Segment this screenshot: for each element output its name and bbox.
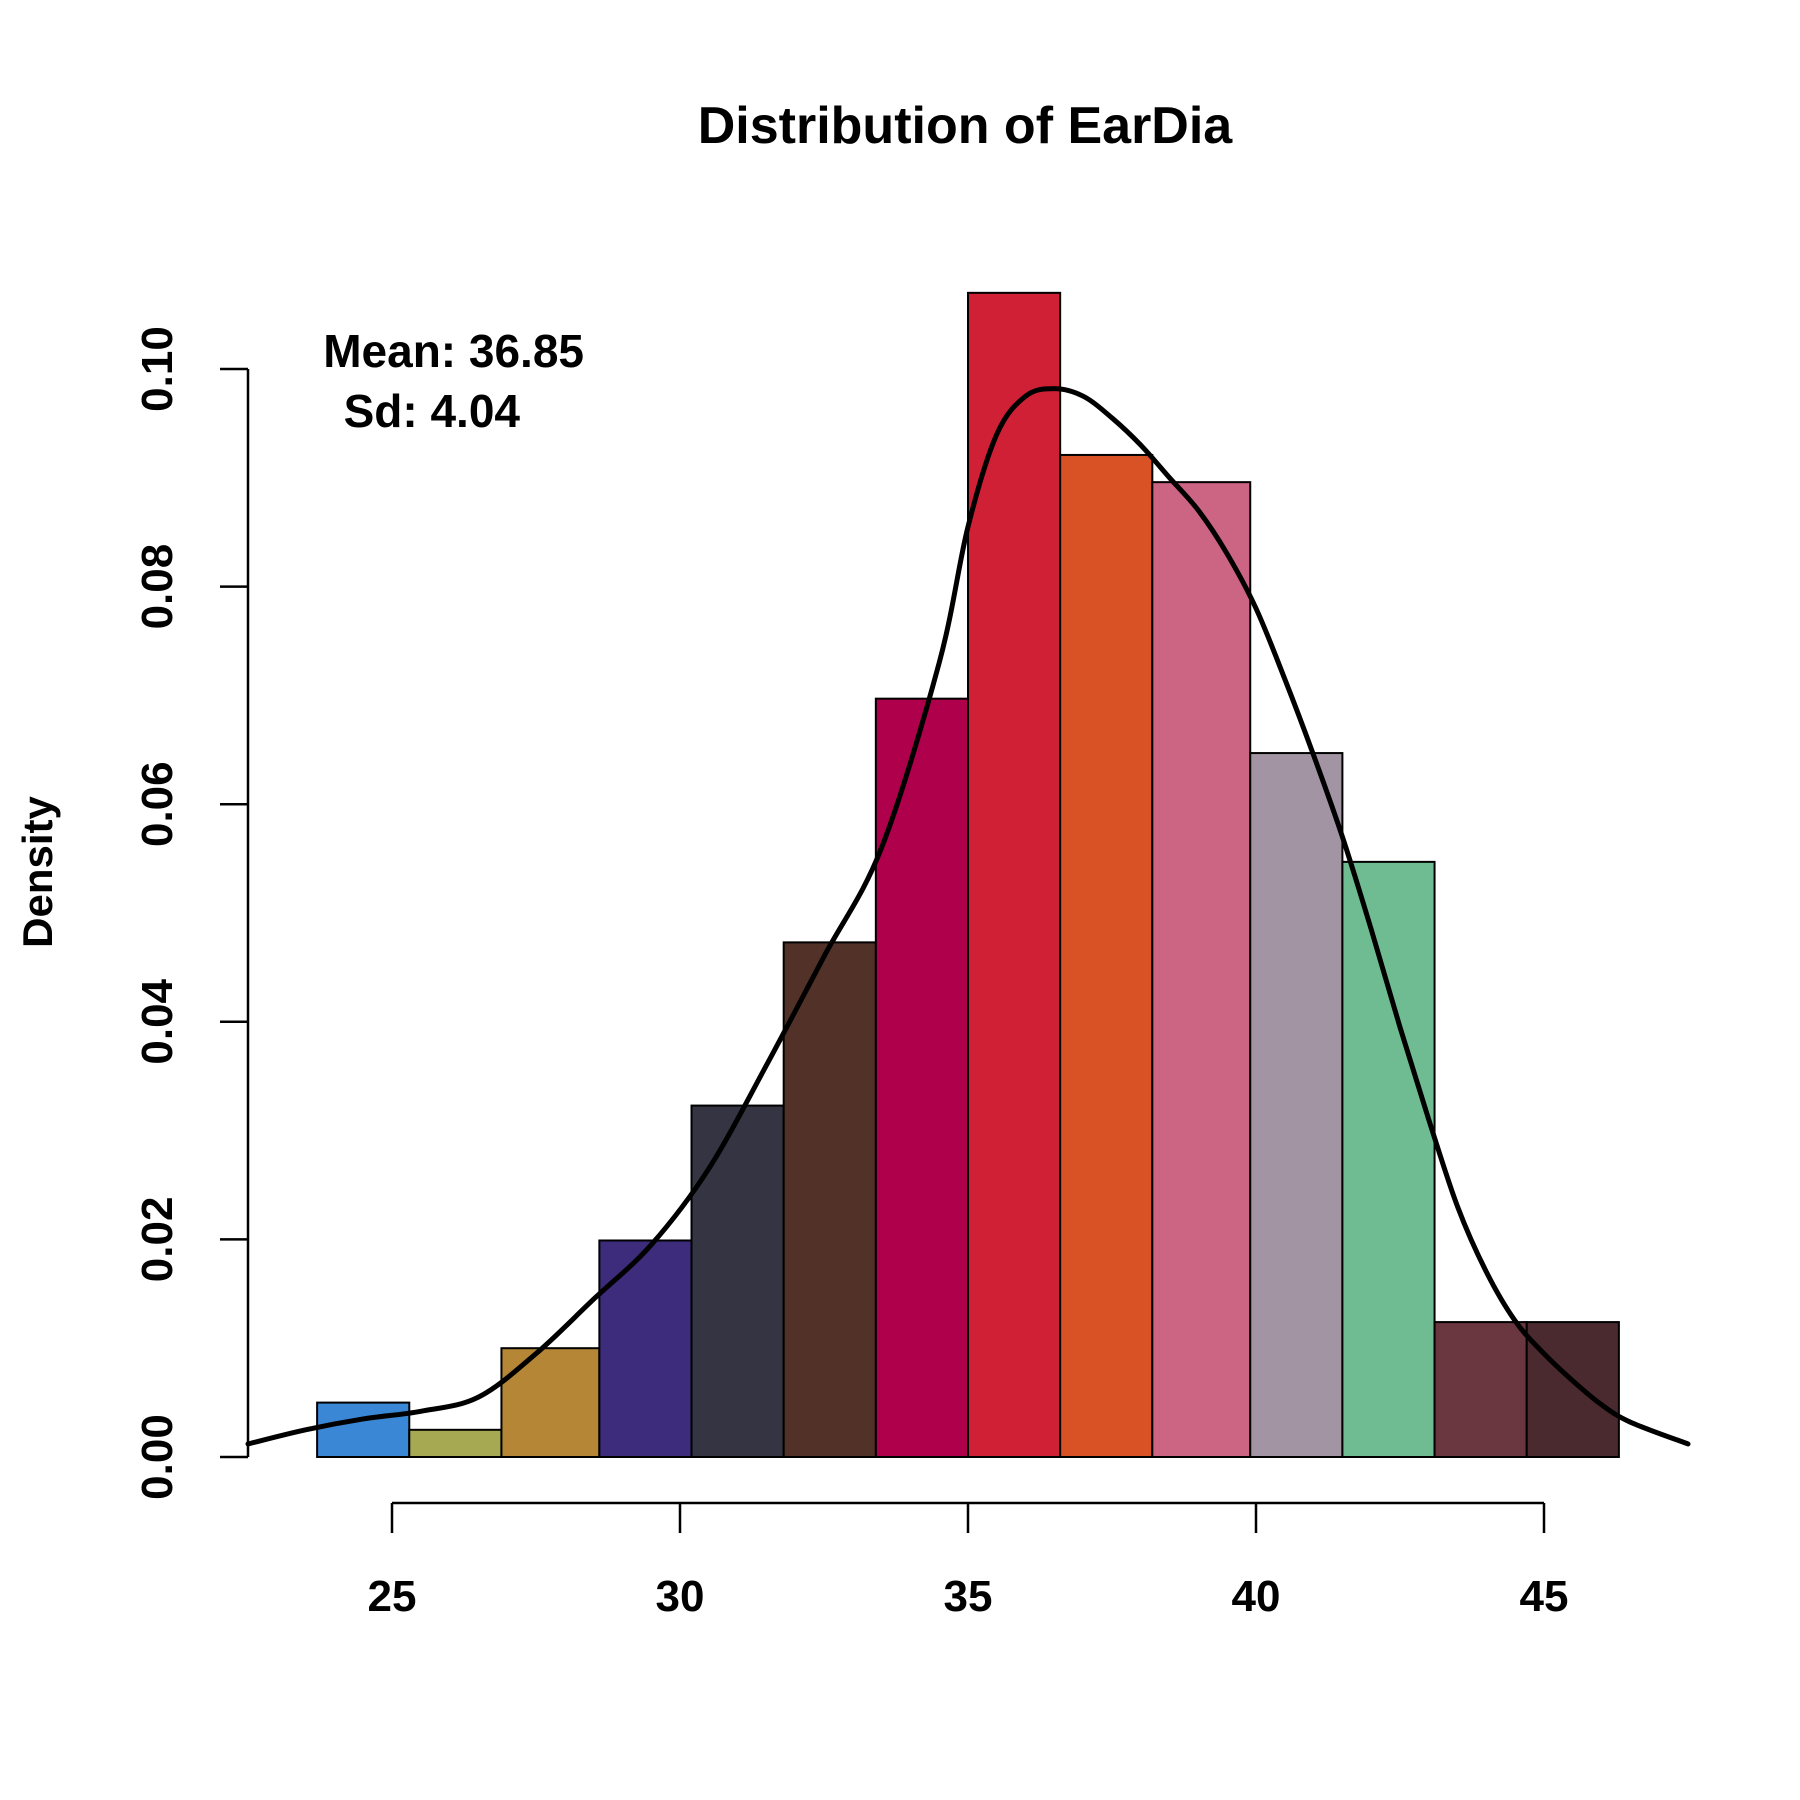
histogram-bar-6 [782, 941, 877, 1458]
histogram-bar-4 [598, 1239, 693, 1459]
histogram-bar-12 [1341, 860, 1436, 1458]
histogram-bar-1 [316, 1401, 411, 1458]
y-tick-label: 0.02 [133, 1197, 182, 1283]
histogram-bar-7 [874, 697, 970, 1458]
y-tick-label: 0.00 [133, 1414, 182, 1500]
y-tick-label: 0.04 [133, 978, 182, 1064]
histogram-bar-10 [1151, 481, 1252, 1459]
histogram-bar-13 [1433, 1321, 1528, 1459]
histogram-bar-14 [1525, 1321, 1620, 1459]
histogram-bar-3 [500, 1347, 601, 1458]
mean-annotation: Mean: 36.85 [323, 325, 584, 377]
density-curve [245, 386, 1691, 1447]
chart-title: Distribution of EarDia [698, 97, 1234, 155]
histogram-bar-8 [967, 291, 1062, 1459]
y-tick-label: 0.08 [133, 544, 182, 630]
histogram-bar-5 [690, 1104, 785, 1459]
x-tick-label: 30 [656, 1572, 705, 1621]
histogram-bar-11 [1249, 752, 1344, 1458]
y-tick-label: 0.06 [133, 761, 182, 847]
x-tick-label: 40 [1232, 1572, 1281, 1621]
y-axis: 0.00 0.02 0.04 0.06 0.08 0.10 [133, 326, 250, 1500]
sd-annotation: Sd: 4.04 [344, 385, 521, 437]
histogram-bar-2 [408, 1428, 503, 1459]
x-tick-label: 25 [368, 1572, 417, 1621]
x-axis: 25 30 35 40 45 [368, 1501, 1569, 1621]
x-tick-label: 45 [1520, 1572, 1569, 1621]
y-tick-label: 0.10 [133, 326, 182, 412]
y-axis-label: Density [14, 796, 61, 948]
density-curve-layer [245, 386, 1691, 1447]
x-tick-label: 35 [944, 1572, 993, 1621]
histogram-bar-9 [1059, 453, 1154, 1458]
histogram-bars [316, 291, 1620, 1459]
